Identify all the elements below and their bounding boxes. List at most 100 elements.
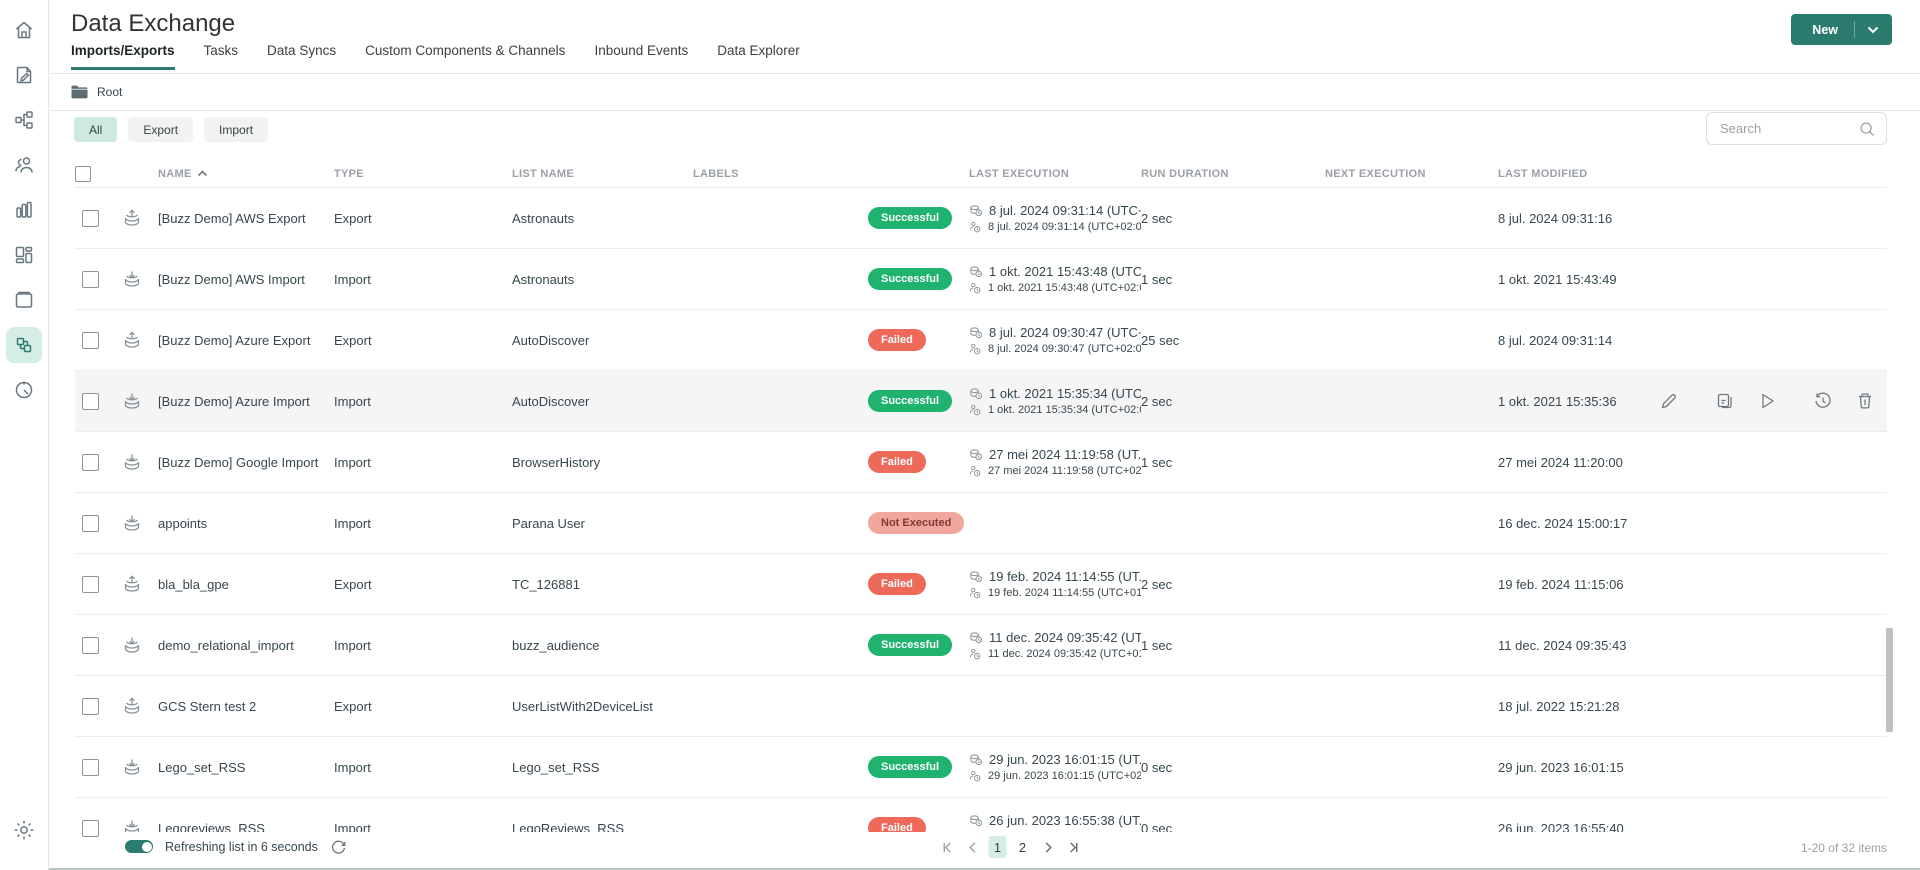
tab[interactable]: Tasks bbox=[203, 43, 239, 58]
sidebar-item-home[interactable] bbox=[6, 12, 42, 48]
run-icon[interactable] bbox=[1753, 391, 1781, 411]
column-header-list-name[interactable]: LIST NAME bbox=[512, 167, 574, 180]
table-row[interactable]: [Buzz Demo] Google Import Import Browser… bbox=[75, 431, 1887, 492]
chevron-down-icon[interactable] bbox=[1855, 26, 1892, 34]
sidebar-item-monitoring[interactable] bbox=[6, 372, 42, 408]
sidebar-item-analytics[interactable] bbox=[6, 192, 42, 228]
page-button-1[interactable]: 1 bbox=[988, 836, 1007, 858]
row-checkbox[interactable] bbox=[82, 331, 99, 349]
row-list-name: BrowserHistory bbox=[512, 454, 601, 470]
row-type: Export bbox=[334, 576, 372, 592]
user-execution-icon bbox=[969, 221, 981, 233]
table-row[interactable]: [Buzz Demo] AWS Export Export Astronauts… bbox=[75, 187, 1887, 248]
import-row-icon bbox=[120, 511, 158, 535]
vertical-scrollbar-thumb[interactable] bbox=[1886, 628, 1893, 732]
row-list-name: Parana User bbox=[512, 515, 585, 531]
first-page-icon[interactable] bbox=[939, 836, 957, 858]
flow-icon bbox=[13, 109, 35, 131]
table-row[interactable]: [Buzz Demo] Azure Import Import AutoDisc… bbox=[75, 370, 1887, 431]
filter-chip[interactable]: All bbox=[74, 117, 118, 142]
row-checkbox[interactable] bbox=[82, 758, 99, 776]
new-button[interactable]: New bbox=[1791, 14, 1892, 45]
sidebar-item-dashboards[interactable] bbox=[6, 237, 42, 273]
row-checkbox[interactable] bbox=[82, 453, 99, 471]
last-execution-cell: 19 feb. 2024 11:14:55 (UT... 19 feb. 202… bbox=[969, 569, 1141, 599]
auto-refresh-toggle[interactable] bbox=[125, 840, 153, 853]
row-checkbox[interactable] bbox=[82, 514, 99, 532]
row-run-duration: 2 sec bbox=[1141, 393, 1173, 409]
column-header-next-execution[interactable]: NEXT EXECUTION bbox=[1325, 167, 1426, 180]
row-checkbox[interactable] bbox=[82, 575, 99, 593]
select-all-checkbox[interactable] bbox=[75, 165, 91, 182]
row-list-name: TC_126881 bbox=[512, 576, 580, 592]
tab[interactable]: Imports/Exports bbox=[71, 43, 175, 70]
tab[interactable]: Data Syncs bbox=[267, 43, 337, 58]
user-execution-icon bbox=[969, 587, 981, 599]
column-header-last-execution[interactable]: LAST EXECUTION bbox=[969, 167, 1070, 180]
tab[interactable]: Data Explorer bbox=[717, 43, 800, 58]
row-list-name: AutoDiscover bbox=[512, 393, 590, 409]
sidebar-item-content[interactable] bbox=[6, 282, 42, 318]
row-checkbox[interactable] bbox=[82, 697, 99, 715]
next-page-icon[interactable] bbox=[1039, 836, 1057, 858]
row-list-name: UserListWith2DeviceList bbox=[512, 698, 653, 714]
filter-chip[interactable]: Export bbox=[128, 117, 194, 142]
table-row[interactable]: [Buzz Demo] AWS Import Import Astronauts… bbox=[75, 248, 1887, 309]
row-checkbox[interactable] bbox=[82, 819, 99, 837]
refresh-icon[interactable] bbox=[330, 838, 347, 855]
column-header-run-duration[interactable]: RUN DURATION bbox=[1141, 167, 1229, 180]
system-execution-icon bbox=[969, 387, 982, 400]
table-row[interactable]: Lego_set_RSS Import Lego_set_RSS Success… bbox=[75, 736, 1887, 797]
sidebar-item-settings[interactable] bbox=[6, 812, 42, 848]
row-name: [Buzz Demo] Azure Import bbox=[158, 393, 310, 409]
sidebar-item-data-exchange[interactable] bbox=[6, 327, 42, 363]
delete-icon[interactable] bbox=[1851, 391, 1879, 411]
user-execution-icon bbox=[969, 282, 981, 294]
tab-bar: Imports/Exports Tasks Data Syncs Custom … bbox=[71, 43, 800, 70]
row-name: [Buzz Demo] AWS Export bbox=[158, 210, 306, 226]
search-icon[interactable] bbox=[1858, 120, 1876, 138]
column-header-type[interactable]: TYPE bbox=[334, 167, 364, 180]
export-row-icon bbox=[120, 694, 158, 718]
table-row[interactable]: demo_relational_import Import buzz_audie… bbox=[75, 614, 1887, 675]
filter-chip[interactable]: Import bbox=[204, 117, 269, 142]
row-checkbox[interactable] bbox=[82, 270, 99, 288]
column-header-name[interactable]: NAME bbox=[158, 168, 334, 180]
last-page-icon[interactable] bbox=[1064, 836, 1082, 858]
sidebar-item-journeys[interactable] bbox=[6, 102, 42, 138]
table-row[interactable]: [Buzz Demo] Azure Export Export AutoDisc… bbox=[75, 309, 1887, 370]
tab[interactable]: Custom Components & Channels bbox=[365, 43, 566, 58]
edit-icon[interactable] bbox=[1655, 391, 1683, 411]
table-row[interactable]: bla_bla_gpe Export TC_126881 Failed 19 f… bbox=[75, 553, 1887, 614]
sort-asc-icon[interactable] bbox=[197, 170, 208, 177]
page-button-2[interactable]: 2 bbox=[1018, 839, 1027, 855]
sidebar-item-audiences[interactable] bbox=[6, 147, 42, 183]
prev-page-icon[interactable] bbox=[964, 836, 982, 858]
row-last-modified: 1 okt. 2021 15:43:49 bbox=[1498, 271, 1617, 287]
user-execution-icon bbox=[969, 465, 981, 477]
column-header-last-modified[interactable]: LAST MODIFIED bbox=[1498, 167, 1588, 180]
history-icon[interactable] bbox=[1809, 391, 1837, 411]
user-execution-icon bbox=[969, 343, 981, 355]
status-badge: Not Executed bbox=[868, 512, 965, 534]
last-execution-cell: 27 mei 2024 11:19:58 (UT... 27 mei 2024 … bbox=[969, 447, 1141, 477]
column-header-labels[interactable]: LABELS bbox=[693, 167, 739, 180]
table-row[interactable]: appoints Import Parana User Not Executed… bbox=[75, 492, 1887, 553]
table-row[interactable]: Legoreviews_RSS Import LegoReviews_RSS F… bbox=[75, 797, 1887, 839]
row-list-name: Lego_set_RSS bbox=[512, 759, 600, 775]
row-checkbox[interactable] bbox=[82, 392, 99, 410]
breadcrumb[interactable]: Root bbox=[71, 80, 122, 104]
table-row[interactable]: GCS Stern test 2 Export UserListWith2Dev… bbox=[75, 675, 1887, 736]
pagination: 1 2 bbox=[939, 836, 1082, 858]
copy-icon[interactable] bbox=[1711, 391, 1739, 411]
row-type: Import bbox=[334, 820, 371, 836]
row-checkbox[interactable] bbox=[82, 636, 99, 654]
search-input[interactable] bbox=[1720, 121, 1858, 136]
tab[interactable]: Inbound Events bbox=[594, 43, 689, 58]
row-last-modified: 29 jun. 2023 16:01:15 bbox=[1498, 759, 1624, 775]
sidebar-item-forms[interactable] bbox=[6, 57, 42, 93]
row-type: Import bbox=[334, 454, 371, 470]
system-execution-icon bbox=[969, 753, 982, 766]
row-name: Lego_set_RSS bbox=[158, 759, 246, 775]
row-checkbox[interactable] bbox=[82, 209, 99, 227]
